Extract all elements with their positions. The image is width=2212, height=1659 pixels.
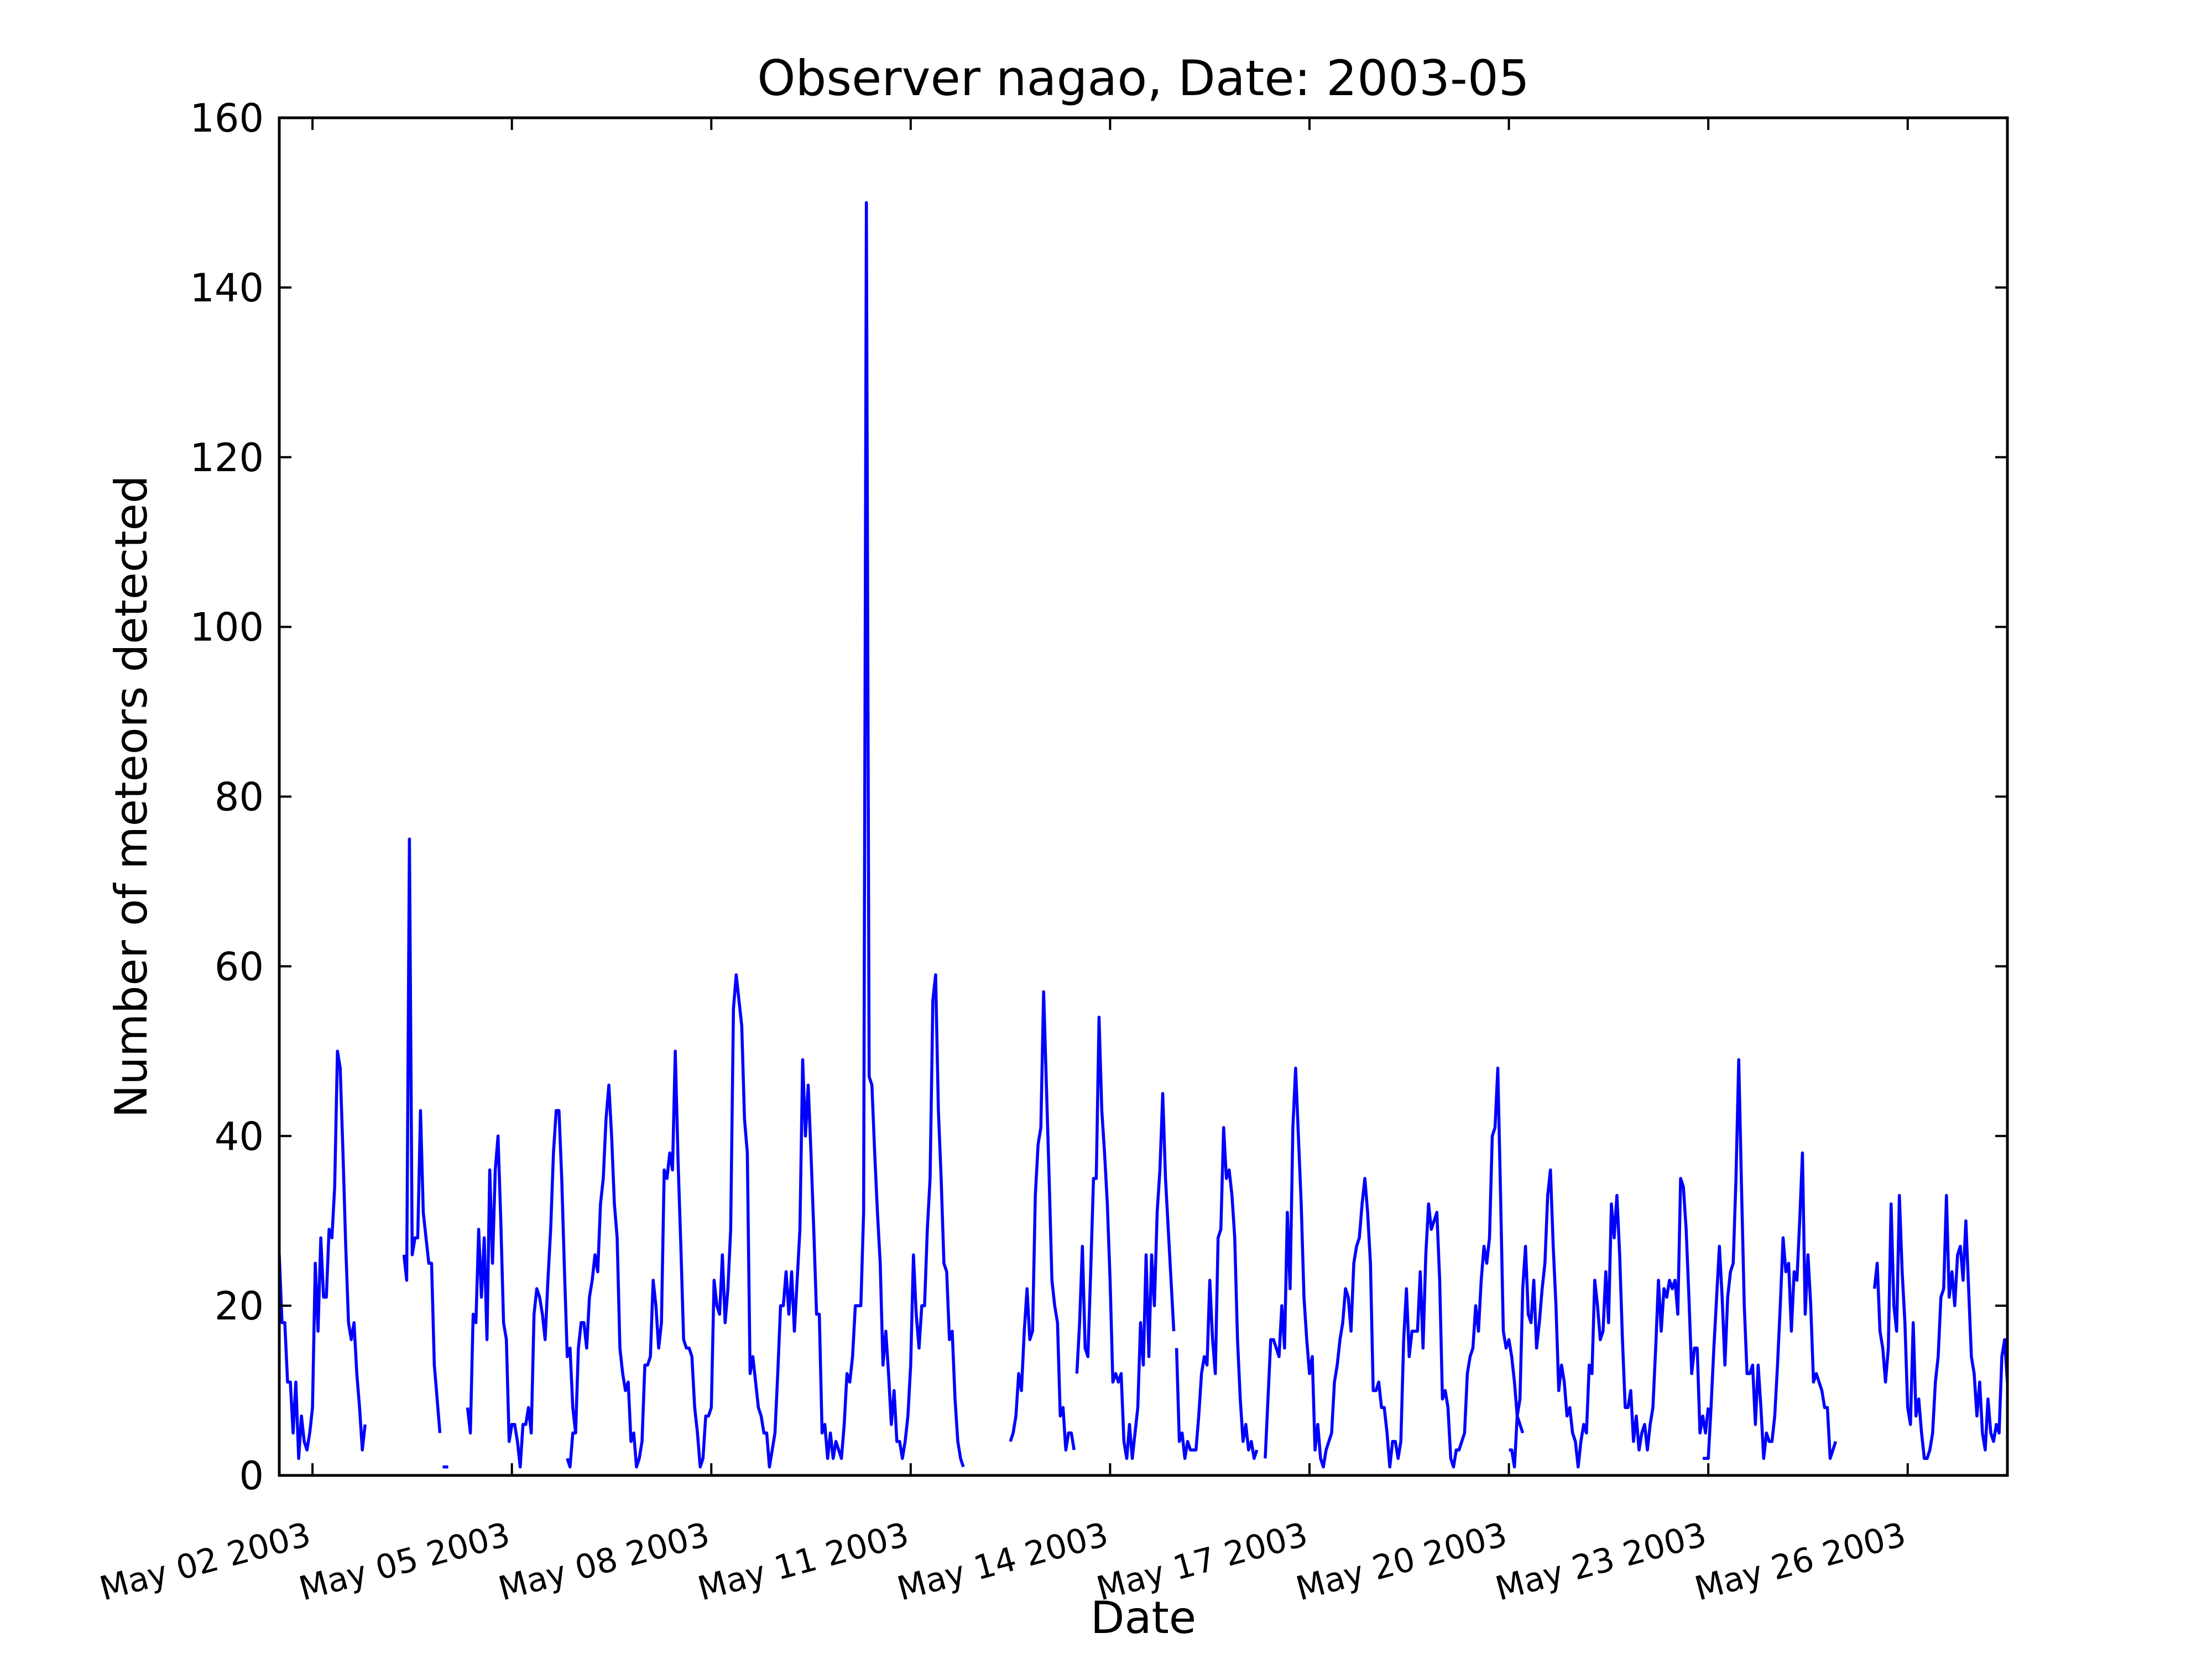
y-tick-label: 140	[190, 265, 264, 311]
plot-area	[279, 201, 2007, 1469]
plot-frame	[278, 116, 2009, 1477]
chart-title: Observer nagao, Date: 2003-05	[757, 50, 1530, 107]
series-line-segment	[1703, 1058, 1838, 1460]
y-tick-label: 120	[190, 435, 264, 481]
y-tick-label: 0	[239, 1453, 264, 1499]
series-line-segment	[566, 201, 965, 1469]
y-tick-label: 160	[190, 96, 264, 141]
y-tick-label: 20	[215, 1284, 264, 1329]
y-axis-label: Number of meteors detected	[106, 476, 157, 1118]
y-tick-label: 80	[215, 775, 264, 820]
y-tick-label: 60	[215, 944, 264, 989]
series-line-segment	[279, 1050, 367, 1460]
series-line-segment	[1175, 1126, 1259, 1460]
y-tick-label: 40	[215, 1114, 264, 1159]
series-line-segment	[466, 1109, 577, 1469]
series-line-segment	[1509, 1168, 1710, 1469]
series-line-segment	[1009, 990, 1076, 1452]
series-line-segment	[1075, 1015, 1176, 1460]
series-line-segment	[402, 837, 442, 1433]
y-tick-label: 100	[190, 605, 264, 650]
series-line-segment	[1872, 1193, 2007, 1460]
series-line-segment	[1264, 1066, 1525, 1469]
x-axis-label: Date	[1091, 1592, 1196, 1644]
